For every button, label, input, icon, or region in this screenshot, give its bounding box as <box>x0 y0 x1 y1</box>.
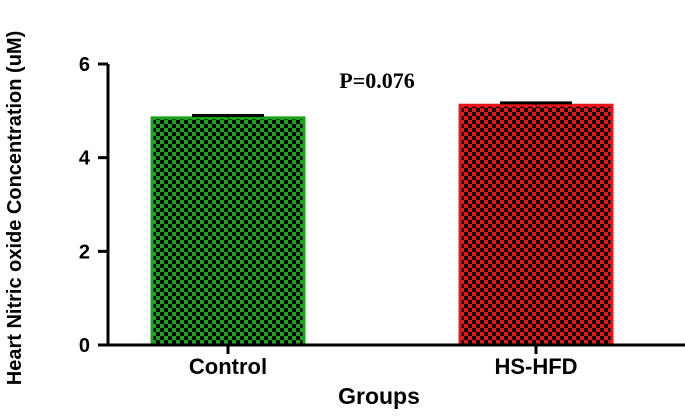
bars-layer <box>150 101 614 347</box>
bar-hs-hfd <box>458 103 614 347</box>
ticks-layer: 0 2 4 6 Control HS-HFD <box>79 54 578 379</box>
labels-layer: Groups Heart Nitric oxide Concentration … <box>4 31 420 409</box>
y-tick-label: 6 <box>79 54 90 76</box>
x-axis-title: Groups <box>338 383 420 409</box>
y-tick-label: 0 <box>79 335 90 357</box>
y-tick-label: 2 <box>79 241 90 263</box>
axes-layer <box>106 64 685 347</box>
p-value-annotation: P=0.076 <box>339 68 414 93</box>
x-tick-label: HS-HFD <box>494 354 577 379</box>
x-tick-label: Control <box>189 354 267 379</box>
bar-control <box>150 116 306 347</box>
y-tick-label: 4 <box>79 148 91 170</box>
y-axis-title: Heart Nitric oxide Concentration (uM) <box>4 31 26 385</box>
